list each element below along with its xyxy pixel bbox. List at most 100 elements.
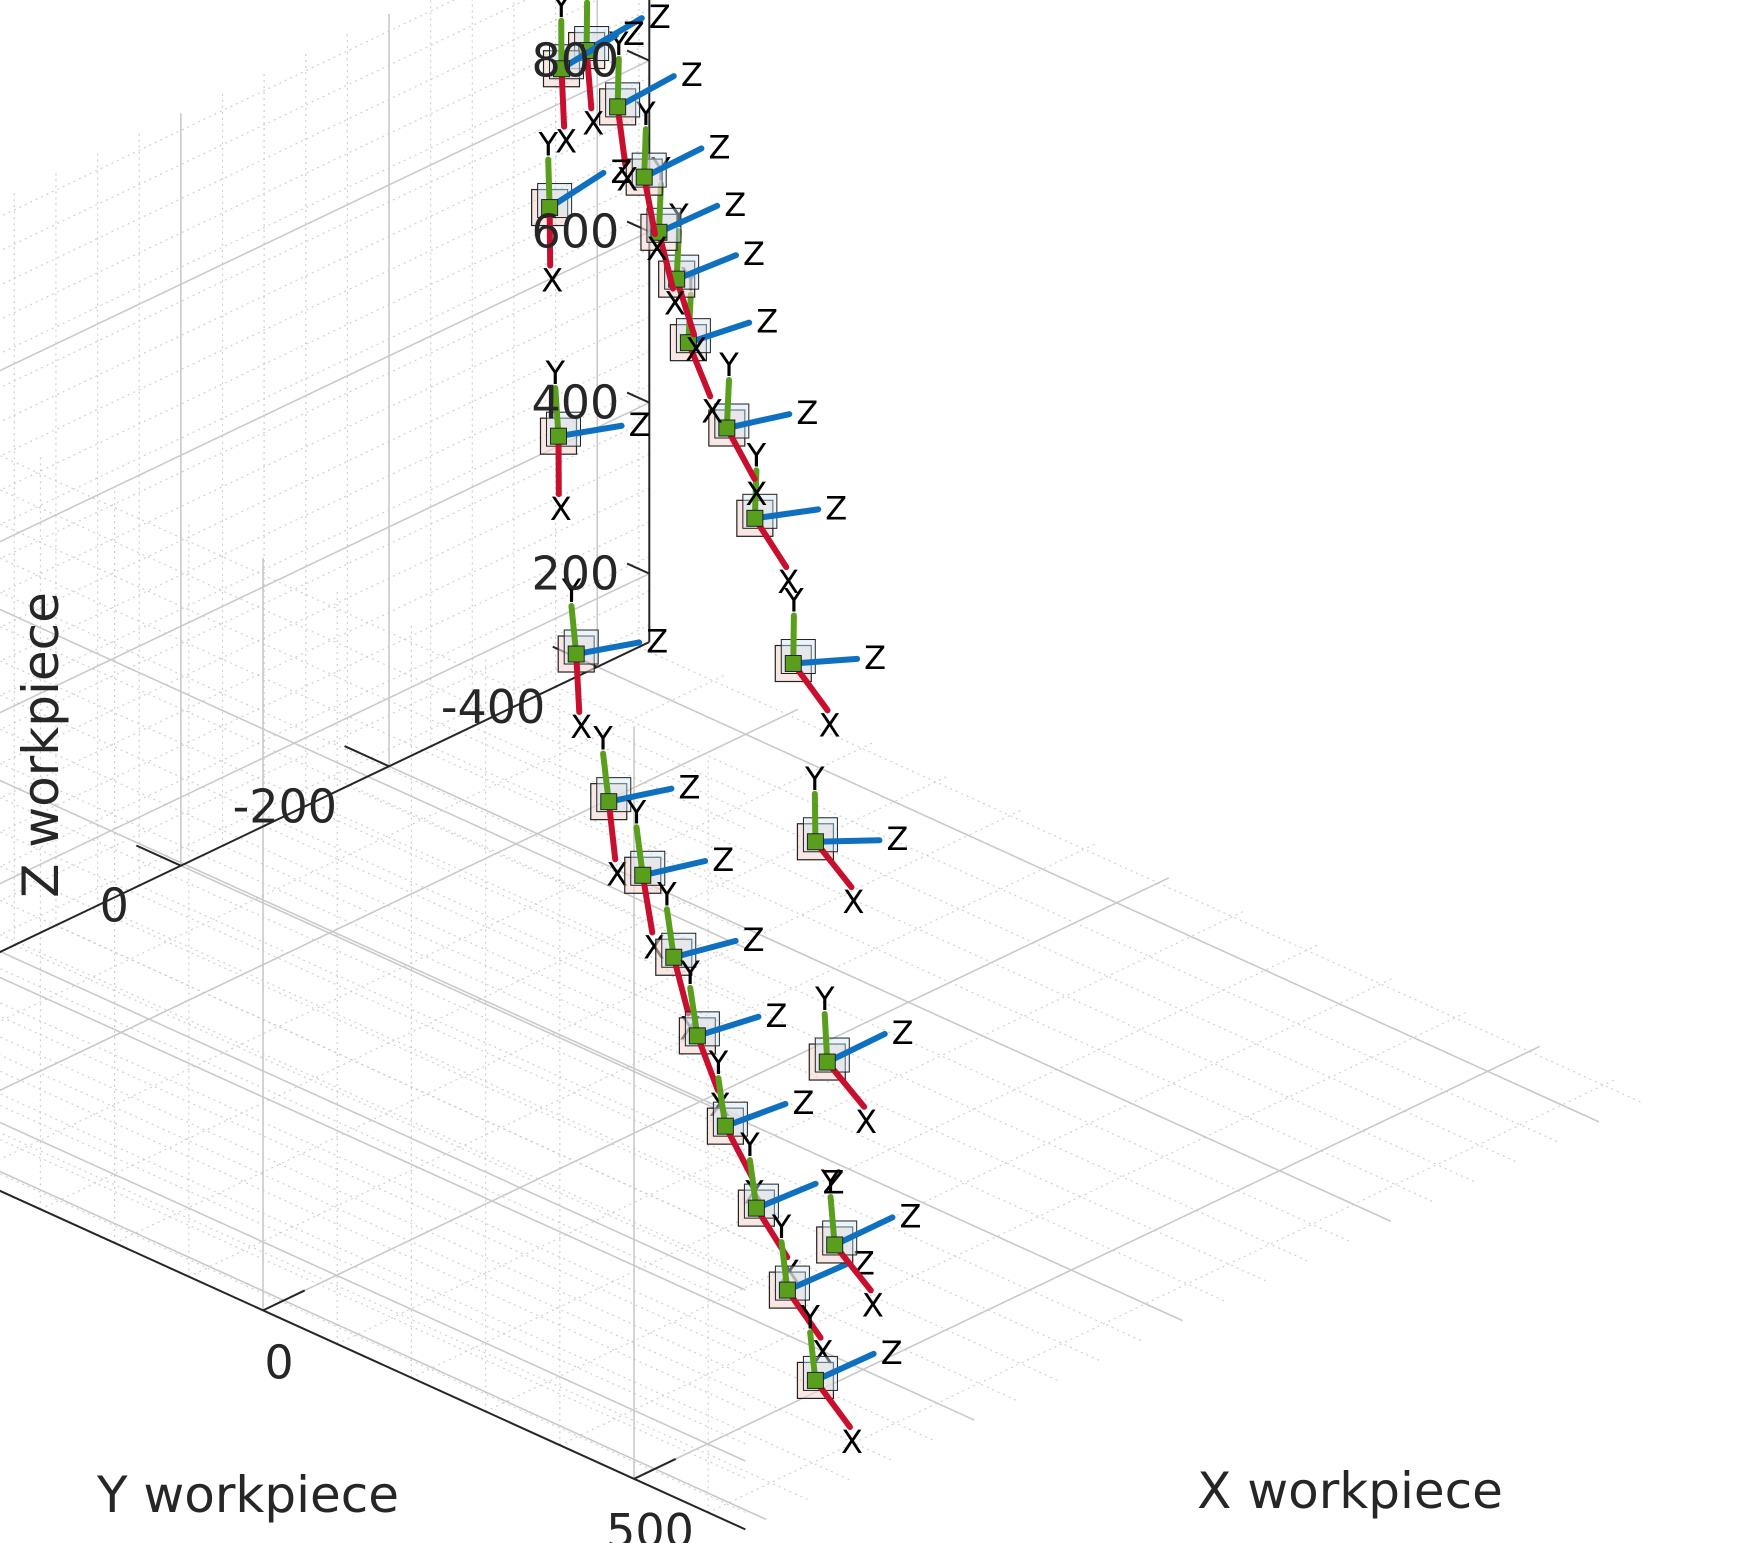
- pose-frame-x-axis: [558, 65, 568, 130]
- grid-line-minor: [0, 624, 650, 936]
- pose-frame-z-label: Z: [864, 639, 886, 677]
- pose-frame-x-axis: [673, 276, 698, 338]
- grid-line-major: [0, 1121, 746, 1462]
- grid-line-major: [388, 765, 1392, 1222]
- grid-line-major: [0, 976, 975, 1421]
- grid-line-minor: [0, 1132, 809, 1501]
- pose-frame-origin: [549, 427, 567, 445]
- pose-frame-z-label: Z: [681, 56, 703, 94]
- grid-line-minor: [347, 785, 1350, 1242]
- pose-frame-origin: [541, 199, 559, 217]
- pose-frame-z-axis: [790, 655, 861, 667]
- pose-frame-y-label: Y: [708, 1044, 729, 1082]
- pose-frame-z-axis: [670, 937, 739, 961]
- pose-frame-x-label: X: [862, 1286, 884, 1324]
- grid-line-minor: [55, 924, 1058, 1381]
- pose-frame-y-label: Y: [561, 572, 582, 610]
- pose-frame-z-label: Z: [899, 1197, 921, 1235]
- pose-frame-z-axis: [751, 506, 822, 522]
- x-tick: [633, 1458, 677, 1480]
- pose-frame-x-axis: [655, 229, 676, 292]
- pose-frame: XYZ: [796, 760, 908, 921]
- pose-frame: XYZ: [678, 954, 787, 1124]
- z-tick-label: 400: [531, 376, 619, 430]
- pose-frame: XYZ: [590, 720, 700, 893]
- pose-frame-x-label: X: [843, 883, 865, 921]
- pose-frame-y-label: Y: [746, 436, 767, 474]
- pose-frame-y-label: Y: [771, 1208, 792, 1246]
- grid-line-major: [0, 59, 650, 372]
- z-tick: [626, 391, 650, 404]
- grid-line-minor: [430, 745, 1433, 1202]
- pose-frame-x-axis: [722, 1123, 756, 1181]
- pose-frame-z-label: Z: [712, 841, 734, 879]
- grid-line-minor: [138, 885, 1142, 1342]
- pose-frame-x-label: X: [855, 1103, 877, 1141]
- pose-frame-x-label: X: [646, 230, 668, 268]
- pose-frame: XYZ: [736, 436, 847, 601]
- pose-frame-origin: [818, 1053, 836, 1071]
- pose-frame-y-label: Y: [739, 1126, 760, 1164]
- pose-frame-z-axis: [639, 858, 709, 879]
- pose-frame-z-label: Z: [629, 406, 651, 444]
- pose-frame-x-label: X: [606, 855, 628, 893]
- pose-frame-z-axis: [753, 1180, 819, 1212]
- pose-frame-y-label: Y: [550, 0, 571, 25]
- pose-frame-y-label: Y: [679, 954, 700, 992]
- pose-frame-z-axis: [824, 1030, 888, 1066]
- pose-frame-z-label: Z: [886, 820, 908, 858]
- x-tick-label: 500: [606, 1504, 694, 1543]
- grid-line-minor: [0, 1170, 767, 1520]
- pose-frame-origin: [716, 1117, 734, 1135]
- pose-frame-y-label: Y: [635, 95, 656, 133]
- grid-line-major: [0, 608, 746, 949]
- grid-line-minor: [97, 904, 1100, 1361]
- y-tick: [135, 844, 182, 867]
- pose-frame-z-axis: [555, 422, 625, 440]
- pose-frame-origin: [784, 655, 802, 673]
- pose-frame-x-label: X: [555, 123, 577, 161]
- pose-frame-z-label: Z: [792, 1084, 814, 1122]
- pose-frame-origin: [552, 60, 570, 78]
- grid-layer: [0, 0, 1641, 1521]
- pose-frame-z-axis: [722, 1100, 789, 1130]
- y-tick-label: 0: [100, 879, 129, 933]
- pose-frame-origin: [635, 168, 653, 186]
- pose-frame: X Y Z: [774, 582, 886, 744]
- pose-frame-z-label: Z: [823, 1164, 845, 1202]
- pose-frame-x-label: X: [701, 392, 723, 430]
- pose-frame-z-axis: [812, 837, 883, 845]
- pose-frame-z-axis: [558, 32, 619, 72]
- pose-frames-layer: XYZXYZXYZXYZXYZXYZXYZXYZXYZXYZXYZXYZXYZX…: [531, 0, 921, 1461]
- grid-line-minor: [14, 944, 1017, 1401]
- pose-frame-origin: [746, 509, 764, 527]
- pose-frame: XYZ: [625, 95, 730, 268]
- pose-frame: XYZ: [706, 1044, 814, 1212]
- grid-line-minor: [188, 843, 1095, 1278]
- pose-frame-z-axis: [655, 202, 721, 236]
- pose-frame-y-label: Y: [626, 793, 647, 831]
- pose-frame-y-label: Y: [814, 980, 835, 1018]
- grid-line-major: [0, 950, 746, 1291]
- pose-frame-z-label: Z: [743, 235, 765, 273]
- pose-frame-x-label: X: [541, 262, 563, 300]
- pose-frame-origin: [688, 1027, 706, 1045]
- y-axis-title: Y workpiece: [96, 1466, 399, 1524]
- pose-frame-z-axis: [614, 73, 677, 110]
- pose-frame-y-label: Y: [820, 1163, 841, 1201]
- pose-frame-x-axis: [614, 103, 629, 168]
- pose-frame: XYZ: [708, 346, 818, 513]
- pose-frame-x-axis: [694, 1032, 721, 1094]
- pose-frame-z-axis: [605, 785, 675, 805]
- grid-line-minor: [485, 978, 1392, 1412]
- pose-frame-x-label: X: [841, 1423, 863, 1461]
- pose-frame-z-label: Z: [646, 622, 668, 660]
- pose-frame-x-label: X: [819, 706, 841, 744]
- pose-frame-y-label: Y: [783, 582, 804, 620]
- grid-line-major: [0, 779, 746, 1120]
- pose-frame-origin: [679, 334, 697, 352]
- z-tick-label: 600: [531, 205, 619, 259]
- pose-frame-z-label: Z: [724, 186, 746, 224]
- pose-frame-origin: [826, 1236, 844, 1254]
- x-tick-label: 0: [264, 1335, 293, 1389]
